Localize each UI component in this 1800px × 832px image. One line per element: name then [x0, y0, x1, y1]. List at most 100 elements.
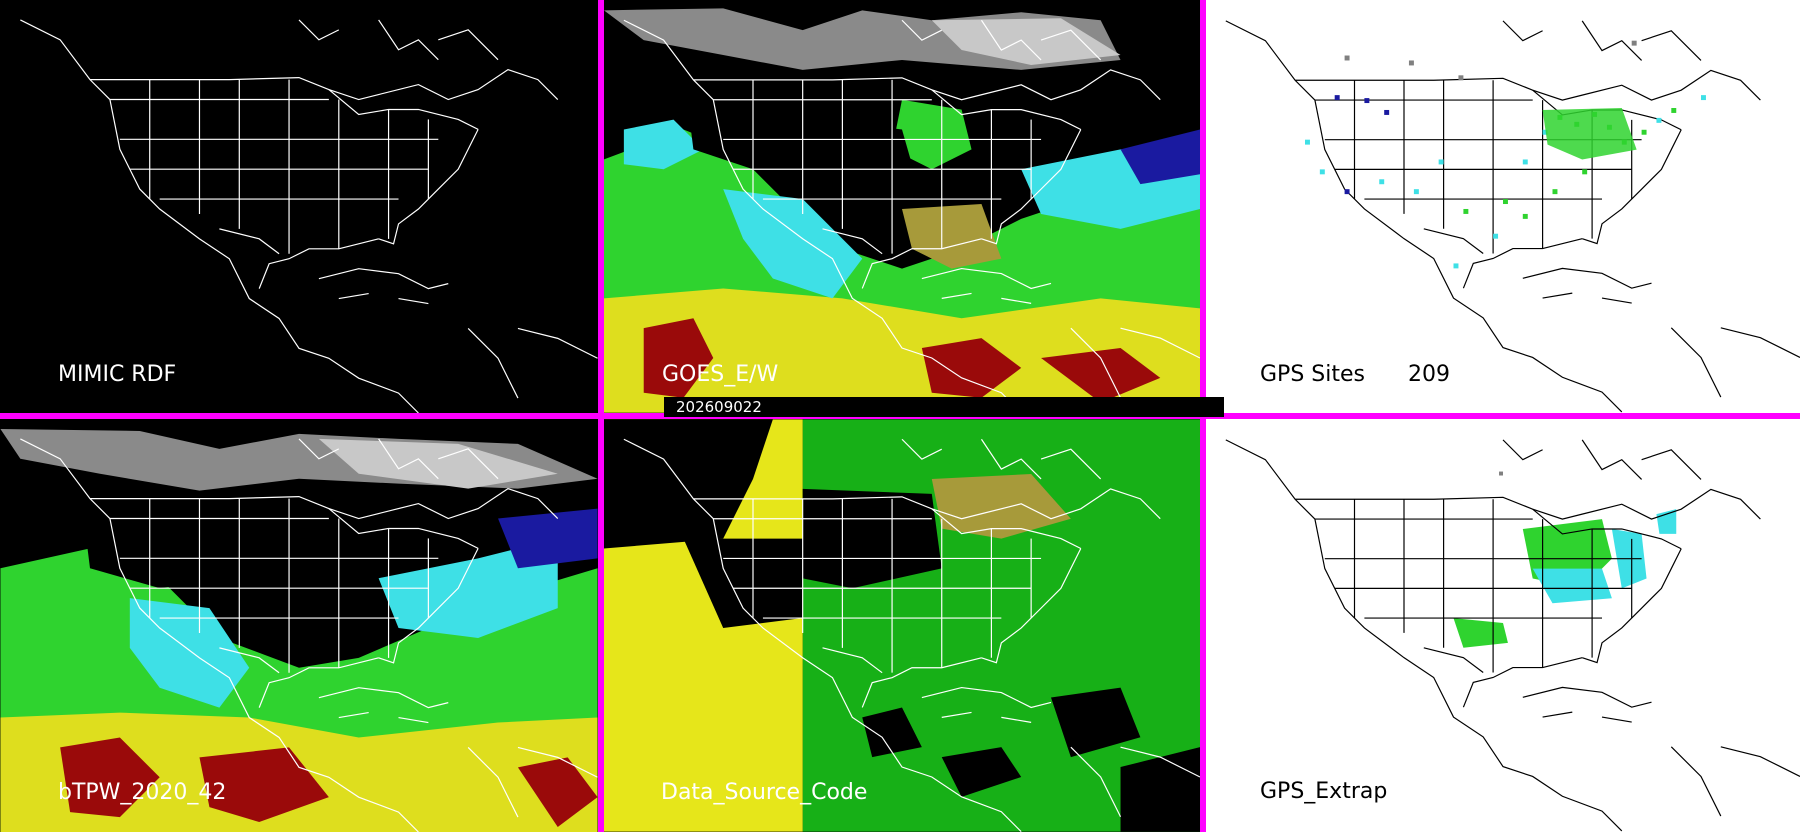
boundary-line — [1670, 327, 1722, 398]
boundary-line — [398, 297, 429, 305]
boundary-line — [258, 657, 379, 708]
boundary-line — [1001, 297, 1032, 304]
boundary-line — [980, 19, 1042, 61]
boundary-line — [318, 687, 449, 709]
boundary-line — [298, 438, 340, 460]
panel-mimic-rdf: MIMIC RDF — [0, 0, 598, 413]
boundary-line — [1462, 238, 1583, 289]
boundary-line — [298, 19, 340, 41]
boundary-line — [921, 686, 1052, 709]
gps-site-markers — [1305, 40, 1706, 269]
boundary-line — [1225, 439, 1623, 832]
panel-label: GOES_E/W — [662, 362, 779, 387]
source-code-map — [604, 419, 1200, 832]
boundary-line — [258, 238, 379, 289]
boundary-line — [1601, 297, 1632, 304]
boundary-line — [1502, 20, 1543, 42]
boundary-line — [1120, 327, 1200, 359]
panel-goes: GOES_E/W — [604, 0, 1200, 413]
boundary-line — [1423, 228, 1484, 255]
boundary-line — [398, 716, 429, 724]
boundary-line — [1641, 449, 1702, 480]
boundary-line — [1601, 716, 1632, 723]
boundary-line — [931, 508, 1082, 550]
boundary-line — [1001, 716, 1032, 723]
boundary-line — [328, 89, 479, 130]
boundary-line — [1040, 448, 1102, 480]
map-outline — [623, 438, 1200, 832]
boundary-line — [1641, 30, 1702, 61]
boundary-line — [1522, 686, 1652, 708]
boundary-line — [921, 267, 1052, 290]
boundary-line — [1542, 292, 1573, 299]
gps-extrap-map — [1225, 439, 1800, 832]
boundary-line — [1581, 20, 1643, 61]
boundary-line — [20, 438, 419, 832]
boundary-line — [941, 711, 972, 718]
panel-data-source-code: Data_Source_Code — [604, 419, 1200, 832]
panel-btpw: bTPW_2020_42 — [0, 419, 598, 832]
boundary-line — [1295, 69, 1761, 101]
boundary-line — [467, 327, 519, 399]
boundary-line — [318, 268, 449, 290]
btpw-map — [0, 428, 598, 832]
boundary-line — [941, 292, 972, 299]
boundary-line — [1542, 711, 1573, 718]
boundary-line — [517, 327, 598, 359]
boundary-line — [1423, 647, 1484, 674]
boundary-line — [1720, 746, 1800, 778]
boundary-line — [1462, 657, 1583, 708]
boundary-line — [438, 448, 499, 480]
boundary-line — [693, 488, 1161, 520]
map-outline — [1225, 20, 1800, 413]
gps-sites-map — [1225, 20, 1800, 413]
boundary-line — [219, 647, 280, 674]
panel-gps-extrap: GPS_Extrap — [1206, 419, 1800, 832]
panel-label: bTPW_2020_42 — [58, 780, 227, 805]
boundary-line — [693, 69, 1161, 101]
boundary-line — [901, 438, 942, 460]
map-outline — [1225, 439, 1800, 832]
boundary-line — [378, 438, 439, 480]
boundary-line — [1225, 20, 1623, 413]
map-outline — [20, 19, 598, 413]
panel-gps-sites: GPS Sites 209 — [1206, 0, 1800, 413]
timestamp-bar: 202609022 — [664, 397, 1224, 417]
panel-label: Data_Source_Code — [661, 780, 868, 805]
source-field — [604, 419, 1200, 832]
boundary-line — [1582, 548, 1682, 664]
boundary-line — [328, 508, 479, 549]
mimic-map — [20, 19, 598, 413]
boundary-line — [438, 29, 499, 61]
boundary-line — [822, 647, 883, 674]
boundary-line — [338, 711, 369, 719]
boundary-line — [1502, 439, 1543, 461]
boundary-line — [623, 19, 1022, 413]
boundary-line — [338, 292, 369, 300]
boundary-line — [20, 19, 419, 413]
boundary-line — [901, 19, 942, 41]
boundary-line — [1670, 746, 1722, 817]
boundary-line — [861, 238, 982, 289]
boundary-line — [623, 438, 1022, 832]
boundary-line — [861, 657, 982, 708]
boundary-line — [931, 89, 1082, 131]
boundary-line — [90, 488, 559, 520]
boundary-line — [378, 19, 439, 61]
boundary-line — [1581, 439, 1643, 480]
boundary-line — [1720, 327, 1800, 359]
boundary-line — [1532, 508, 1682, 550]
boundary-line — [1070, 746, 1122, 817]
boundary-line — [90, 69, 559, 101]
map-outline — [20, 438, 598, 832]
goes-map — [604, 8, 1200, 413]
boundary-line — [822, 228, 883, 255]
boundary-line — [219, 228, 280, 255]
panel-label: MIMIC RDF — [58, 362, 177, 387]
boundary-line — [467, 746, 519, 818]
panel-label: GPS_Extrap — [1260, 779, 1388, 804]
boundary-line — [980, 438, 1042, 480]
boundary-line — [1295, 488, 1761, 520]
boundary-line — [517, 746, 598, 778]
gps-site-count: 209 — [1408, 362, 1450, 387]
